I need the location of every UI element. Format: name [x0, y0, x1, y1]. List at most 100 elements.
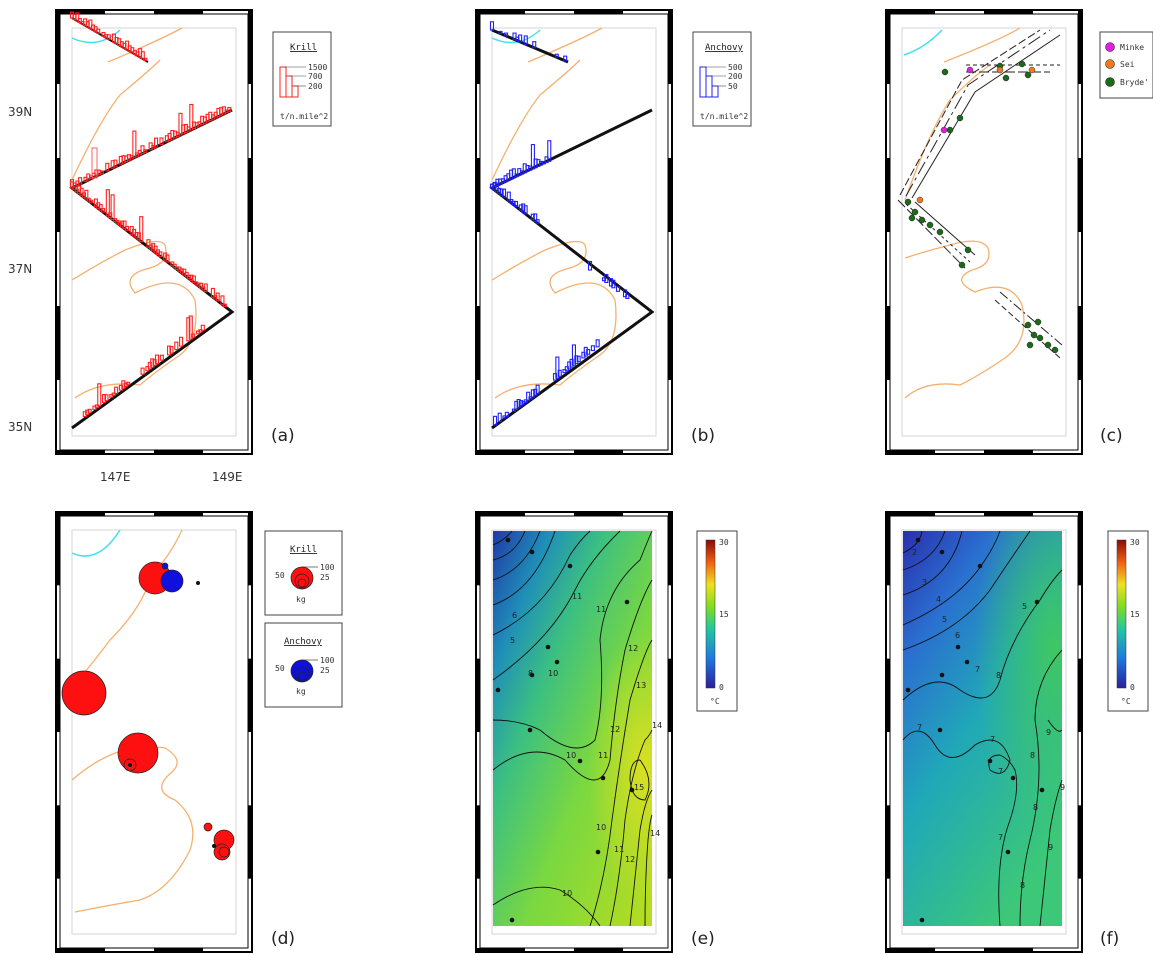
echo-bar [555, 356, 560, 379]
echo-bar [506, 191, 511, 202]
legend-value: 500 [728, 63, 743, 72]
frame-segment [1078, 10, 1082, 84]
frame-segment [476, 10, 480, 84]
station-point [939, 672, 945, 678]
panel-a-krill-acoustic-map [69, 11, 235, 430]
echo-bar [105, 189, 110, 217]
echo-bar [489, 21, 495, 31]
minke-sighting [940, 126, 948, 134]
station-point [527, 727, 533, 733]
station-point [629, 787, 635, 793]
panel-labels: (a) (b) (c) (d) (e) (f) [271, 426, 1123, 949]
isotherm-label: 8 [528, 669, 533, 678]
echo-bar [513, 200, 519, 208]
station-point [509, 917, 515, 923]
frame-segment [984, 948, 1033, 952]
frame-segment [1078, 158, 1082, 232]
echo-bar [91, 147, 98, 179]
echo-bar [595, 339, 600, 348]
frame-segment [476, 512, 525, 516]
isotherm-label: 9 [1048, 843, 1053, 852]
isotherms [492, 530, 653, 927]
frame-segment [886, 805, 890, 879]
frame-segment [56, 658, 60, 732]
echo-bar [117, 221, 122, 226]
echo-bar [179, 268, 184, 274]
echo-bar [518, 34, 523, 43]
legend-anchovy-catch: Anchovy 100 50 25 kg [264, 622, 343, 708]
echo-bar [118, 384, 123, 391]
echo-bar [567, 361, 572, 370]
echo-bar [152, 359, 157, 367]
echo-bar [535, 384, 540, 395]
map-plot-area [491, 27, 657, 437]
frame-segment [886, 450, 935, 454]
echo-bar [139, 216, 144, 243]
isotherm-label: 13 [636, 681, 646, 690]
legend-krill-catch: Krill 100 50 25 kg [264, 530, 343, 616]
colorbar-mid: 15 [1130, 610, 1140, 619]
legend-value: 50 [275, 664, 285, 673]
echo-bar [105, 162, 110, 172]
echo-bar [126, 381, 131, 386]
echo-bar [227, 106, 232, 112]
bryde-sighting [1018, 60, 1026, 68]
isotherm-label: 5 [510, 636, 515, 645]
echo-bar [140, 51, 145, 60]
echo-bar [494, 182, 499, 193]
sampling-stations [905, 537, 1045, 923]
bryde-sighting [956, 114, 964, 122]
isotherm-label: 11 [572, 592, 582, 601]
echo-bar [611, 279, 616, 289]
station-point [937, 727, 943, 733]
echo-bar [191, 275, 196, 283]
echo-bar [143, 57, 148, 62]
frame-segment [476, 512, 480, 586]
whale-sighting-points [904, 60, 1059, 354]
station-point [624, 599, 630, 605]
echo-bar [159, 354, 164, 361]
anchovy-backscatter-bars [489, 21, 630, 426]
frame-segment [668, 158, 672, 232]
colorbar-unit: °C [710, 697, 720, 706]
station-point [554, 659, 560, 665]
echo-bar [167, 345, 172, 356]
legend-whale-species: Minke Sei Bryde' [1099, 31, 1153, 99]
colorbar-min: 0 [1130, 683, 1135, 692]
isotherm-label: 7 [998, 767, 1003, 776]
frame-segment [984, 512, 1033, 516]
legend-value: 100 [320, 563, 335, 572]
echo-bar [100, 208, 106, 213]
echo-bar [535, 219, 540, 224]
isotherm-label: 10 [562, 889, 572, 898]
bryde-sighting [908, 214, 916, 222]
echo-bar [492, 415, 498, 426]
krill-catch-circle [213, 843, 231, 861]
catch-circles [61, 561, 235, 861]
cold-water-line [71, 529, 121, 557]
echo-bar [198, 282, 204, 289]
bryde-sighting [964, 246, 972, 254]
echo-bar [492, 182, 497, 191]
bryde-sighting [1044, 341, 1052, 349]
frame-segment [154, 450, 203, 454]
sei-sighting [996, 66, 1004, 74]
panel-label-e: (e) [691, 929, 715, 949]
echo-bar [608, 278, 614, 287]
legend-unit: t/n.mile^2 [280, 112, 328, 121]
frame-segment [886, 158, 890, 232]
frame-segment [668, 306, 672, 380]
current-front-line [491, 27, 603, 181]
echo-bar [108, 212, 113, 219]
panel-label-c: (c) [1100, 426, 1123, 446]
echo-bar [88, 19, 93, 30]
echo-bar [121, 380, 126, 389]
frame-segment [56, 450, 105, 454]
echo-bar [581, 351, 586, 359]
echo-bar [191, 333, 196, 338]
frame-segment [248, 10, 252, 84]
bryde-sighting [1024, 321, 1032, 329]
echo-bar [504, 32, 509, 37]
trawl-station [128, 763, 132, 767]
station-point [977, 563, 983, 569]
